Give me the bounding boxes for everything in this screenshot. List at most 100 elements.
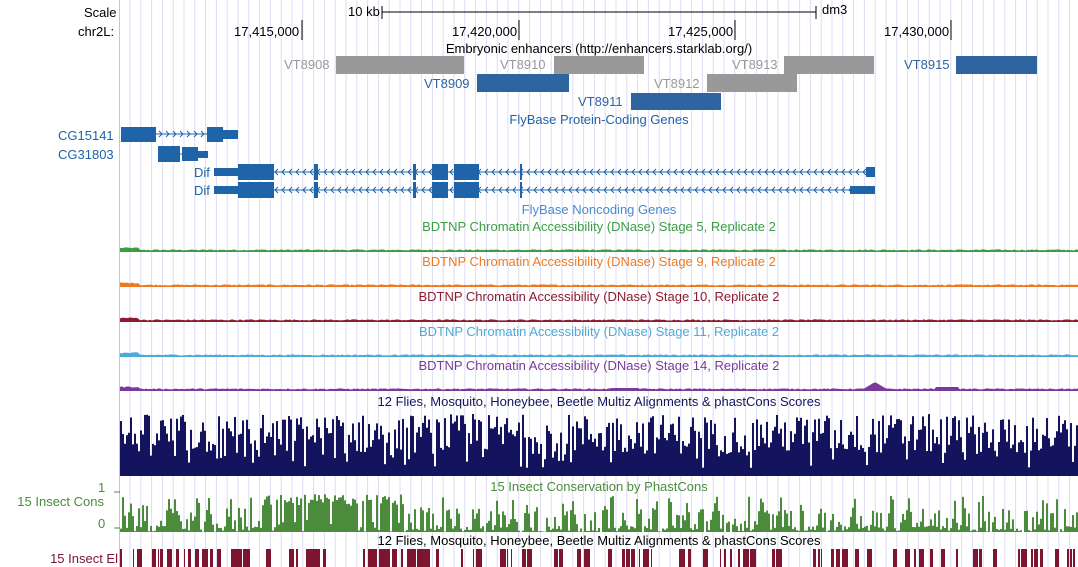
cons-bar bbox=[658, 531, 660, 532]
multiz-bar bbox=[900, 420, 902, 476]
multiz-bar bbox=[370, 446, 372, 476]
multiz-bar bbox=[222, 428, 224, 476]
exon bbox=[121, 127, 156, 142]
multiz-bar bbox=[1058, 415, 1060, 476]
enhancer-label[interactable]: VT8908 bbox=[284, 57, 330, 72]
gene-label[interactable]: Dif bbox=[194, 183, 210, 198]
multiz-bar bbox=[142, 434, 144, 476]
multiz-bar bbox=[994, 450, 996, 476]
multiz-bar bbox=[518, 422, 520, 476]
cons-bar bbox=[518, 530, 520, 532]
cons-bar bbox=[486, 523, 488, 532]
cons-bar bbox=[558, 526, 560, 532]
multiz-bar bbox=[570, 462, 572, 476]
multiz-bar bbox=[592, 442, 594, 476]
dnase-wiggle[interactable] bbox=[120, 270, 1078, 287]
dnase-wiggle[interactable] bbox=[120, 374, 1078, 391]
insect-cons-label[interactable]: 15 Insect Cons bbox=[17, 494, 104, 509]
cons-bar bbox=[260, 527, 262, 532]
multiz-bar bbox=[768, 447, 770, 476]
strand-arrow bbox=[673, 168, 678, 176]
strand-arrow bbox=[785, 168, 790, 176]
multiz-bar bbox=[682, 441, 684, 476]
flybase-coding-title[interactable]: FlyBase Protein-Coding Genes bbox=[509, 112, 689, 127]
multiz-bar bbox=[982, 432, 984, 476]
strand-arrow bbox=[344, 186, 349, 194]
cons-bar bbox=[570, 510, 572, 532]
cons-bar bbox=[972, 529, 974, 532]
cons-bar bbox=[528, 513, 530, 532]
flybase-noncoding-title[interactable]: FlyBase Noncoding Genes bbox=[521, 202, 677, 217]
dnase-track-title[interactable]: BDTNP Chromatin Accessibility (DNase) St… bbox=[422, 254, 776, 269]
multiz-bar bbox=[792, 442, 794, 476]
strand-arrow bbox=[337, 186, 342, 194]
multiz-title[interactable]: 12 Flies, Mosquito, Honeybee, Beetle Mul… bbox=[377, 394, 821, 409]
strand-arrow bbox=[533, 168, 538, 176]
enhancer-label[interactable]: VT8913 bbox=[732, 57, 778, 72]
multiz-bar bbox=[478, 419, 480, 476]
cons-bar bbox=[1008, 510, 1010, 532]
insect-el-title[interactable]: 12 Flies, Mosquito, Honeybee, Beetle Mul… bbox=[377, 533, 821, 548]
cons-bar bbox=[314, 494, 316, 532]
strand-arrow bbox=[701, 168, 706, 176]
enhancer-blocks[interactable] bbox=[0, 54, 1078, 110]
multiz-bar bbox=[716, 445, 718, 476]
insect-el-label[interactable]: 15 Insect El bbox=[50, 551, 118, 566]
dnase-wiggle[interactable] bbox=[120, 340, 1078, 357]
multiz-bar bbox=[760, 424, 762, 476]
strand-arrow bbox=[652, 186, 657, 194]
multiz-bar bbox=[722, 451, 724, 476]
insect-cons-wiggle[interactable] bbox=[120, 492, 1078, 532]
gene-label[interactable]: CG15141 bbox=[58, 128, 114, 143]
dnase-wiggle[interactable] bbox=[120, 305, 1078, 322]
multiz-bar bbox=[140, 430, 142, 476]
cons-bar bbox=[480, 528, 482, 532]
cons-bar bbox=[200, 529, 202, 532]
enhancer-label[interactable]: VT8911 bbox=[578, 94, 623, 109]
cons-bar bbox=[618, 528, 620, 532]
multiz-bar bbox=[1000, 419, 1002, 476]
dnase-track-title[interactable]: BDTNP Chromatin Accessibility (DNase) St… bbox=[422, 219, 776, 234]
cons-bar bbox=[494, 525, 496, 532]
dnase-track-title[interactable]: BDTNP Chromatin Accessibility (DNase) St… bbox=[418, 324, 780, 339]
enhancer-label[interactable]: VT8912 bbox=[654, 76, 700, 91]
cons-bar bbox=[1002, 508, 1004, 532]
dnase-track-title[interactable]: BDTNP Chromatin Accessibility (DNase) St… bbox=[418, 289, 780, 304]
multiz-bar bbox=[884, 443, 886, 476]
strand-arrow bbox=[330, 168, 335, 176]
gene-label[interactable]: Dif bbox=[194, 165, 210, 180]
cons-bar bbox=[308, 503, 310, 532]
multiz-bar bbox=[434, 466, 436, 476]
enhancers-track-title[interactable]: Embryonic enhancers (http://enhancers.st… bbox=[445, 41, 753, 56]
insect-cons-title[interactable]: 15 Insect Conservation by PhastCons bbox=[490, 479, 708, 494]
cons-bar bbox=[576, 524, 578, 532]
multiz-bar bbox=[318, 427, 320, 476]
el-block bbox=[554, 549, 558, 567]
enhancer-label[interactable]: VT8915 bbox=[904, 57, 950, 72]
cons-bar bbox=[852, 507, 854, 532]
el-block bbox=[622, 549, 625, 567]
cons-bar bbox=[726, 522, 728, 532]
multiz-bar bbox=[574, 450, 576, 476]
multiz-bar bbox=[220, 457, 222, 476]
multiz-bar bbox=[284, 419, 286, 476]
cons-bar bbox=[1056, 499, 1058, 532]
enhancer-label[interactable]: VT8909 bbox=[424, 76, 470, 91]
multiz-bar bbox=[1070, 423, 1072, 476]
enhancer-label[interactable]: VT8910 bbox=[500, 57, 546, 72]
cons-bar bbox=[156, 525, 158, 532]
cons-bar bbox=[1020, 530, 1022, 532]
el-block bbox=[176, 549, 179, 567]
multiz-wiggle[interactable] bbox=[120, 410, 1078, 478]
cons-bar bbox=[356, 503, 358, 532]
left-margin-divider bbox=[119, 0, 120, 567]
multiz-bar bbox=[196, 447, 198, 476]
multiz-bar bbox=[790, 431, 792, 476]
insect-el-blocks[interactable] bbox=[120, 549, 1078, 567]
gene-label[interactable]: CG31803 bbox=[58, 147, 114, 162]
gene-models[interactable] bbox=[0, 120, 1078, 210]
cons-bar bbox=[778, 511, 780, 532]
dnase-track-title[interactable]: BDTNP Chromatin Accessibility (DNase) St… bbox=[418, 358, 780, 373]
dnase-wiggle[interactable] bbox=[120, 235, 1078, 252]
